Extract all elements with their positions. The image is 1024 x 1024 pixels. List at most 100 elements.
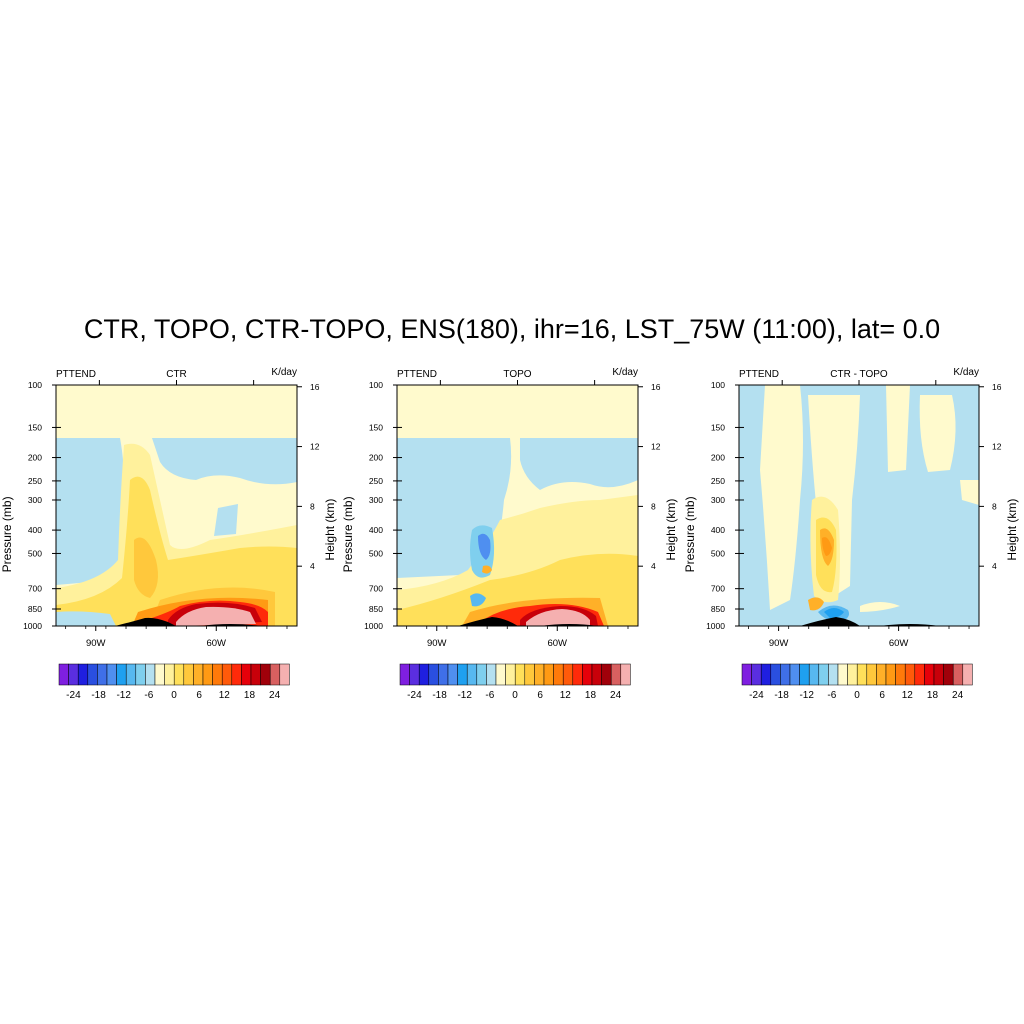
colorbar-swatch (866, 663, 877, 686)
field-warm-strip (808, 395, 860, 600)
colorbar-label: -6 (827, 690, 836, 701)
colorbar-swatch (962, 663, 973, 686)
x-tick-label: 60W (889, 638, 909, 649)
field-bg (397, 385, 638, 626)
colorbar-swatch (572, 663, 583, 686)
y2-tick-label: 16 (651, 382, 661, 392)
y-axis-title: Pressure (mb) (0, 496, 14, 572)
colorbar-swatch (145, 663, 156, 686)
y-tick-label: 700 (711, 584, 725, 594)
field-cool-region (214, 504, 238, 536)
field-surface-cool (56, 611, 116, 626)
field-hot-band (168, 602, 262, 626)
y2-tick-label: 16 (310, 382, 320, 392)
field-cool-region (520, 438, 638, 490)
field-warm-strip (919, 395, 956, 472)
colorbar-swatch (876, 663, 887, 686)
field-cool-cell (818, 605, 849, 622)
y2-tick-label: 8 (992, 501, 997, 511)
colorbar-swatch (789, 663, 800, 686)
colorbar-swatch (279, 663, 290, 686)
colorbar-swatch (933, 663, 944, 686)
field-bg (739, 385, 979, 626)
colorbar-swatch (514, 663, 526, 686)
colorbar-swatch (154, 663, 165, 686)
y2-tick-label: 16 (992, 382, 1002, 392)
y2-tick-label: 12 (310, 442, 320, 452)
y-tick-label: 400 (28, 525, 42, 535)
colorbar-label: 12 (219, 690, 231, 701)
y-tick-label: 500 (369, 548, 383, 558)
colorbar-swatch (828, 663, 839, 686)
colorbar-label: -18 (91, 690, 106, 701)
y-tick-label: 850 (28, 604, 42, 614)
colorbar-swatch (924, 663, 935, 686)
field-warm-cell (816, 517, 837, 593)
field-cool-cell (470, 525, 495, 578)
field-warm-cell (822, 537, 832, 556)
field-hot-band (140, 600, 268, 626)
x-tick-label: 60W (206, 638, 226, 649)
field-hot-band (132, 597, 268, 626)
contour-field-ctr (56, 385, 297, 626)
y-tick-label: 250 (711, 476, 725, 486)
colorbar-swatch (553, 663, 564, 686)
terrain-diff (800, 617, 940, 626)
y-tick-label: 500 (28, 548, 42, 558)
panel-topo: PTTEND TOPO K/day 100 150 200 250 300 400 500 700 8… (341, 367, 678, 701)
colorbar-swatch (582, 663, 593, 686)
colorbar-swatch (952, 663, 964, 686)
field-warm-cell (808, 597, 824, 611)
y-tick-label: 300 (369, 495, 383, 505)
colorbar-swatch (620, 663, 631, 686)
field-cool-cell (824, 608, 844, 618)
figure-title: CTR, TOPO, CTR-TOPO, ENS(180), ihr=16, L… (83, 314, 941, 344)
panel-left-label: PTTEND (397, 369, 437, 380)
terrain-topo (458, 617, 598, 626)
colorbar-label: 24 (952, 690, 964, 701)
colorbar-swatch (183, 663, 194, 686)
colorbar-swatch (428, 663, 439, 686)
top-ticks (781, 380, 937, 385)
colorbar-swatch (173, 663, 185, 686)
y-tick-label: 200 (711, 453, 725, 463)
colorbar-label: -18 (432, 690, 447, 701)
colorbar-swatch (418, 663, 430, 686)
y-tick-label: 300 (711, 495, 725, 505)
field-warm-cell (860, 602, 900, 612)
y-tick-label: 1000 (23, 621, 42, 631)
y-tick-label: 100 (711, 380, 725, 390)
field-cool-region (397, 438, 512, 578)
field-warm-strip (886, 385, 910, 472)
contour-field-diff (739, 385, 979, 626)
colorbar-label: 0 (171, 690, 177, 701)
colorbar-swatch (106, 663, 117, 686)
y2-tick-label: 4 (310, 561, 315, 571)
colorbar-label: 24 (610, 690, 622, 701)
y-tick-label: 400 (369, 525, 383, 535)
colorbar-swatch (751, 663, 762, 686)
colorbar-swatch (87, 663, 98, 686)
x-tick-label: 90W (86, 638, 106, 649)
colorbar-swatch (476, 663, 487, 686)
top-ticks (439, 380, 596, 385)
colorbar-swatch (241, 663, 252, 686)
colorbar-label: -6 (485, 690, 494, 701)
panel-center-label: CTR - TOPO (830, 369, 888, 380)
colorbar-label: -24 (407, 690, 422, 701)
colorbar-swatch (943, 663, 954, 686)
colorbar-swatch (193, 663, 204, 686)
colorbar-swatch (221, 663, 233, 686)
plot-frame (738, 384, 980, 627)
colorbar-label: 12 (560, 690, 572, 701)
colorbar-swatch (895, 663, 906, 686)
y-tick-label: 150 (369, 422, 383, 432)
colorbar-swatch (250, 663, 261, 686)
colorbar-swatch (116, 663, 127, 686)
panel-ctr: PTTEND CTR K/day 100 150 200 250 300 400 500 700 85… (0, 367, 337, 701)
field-cool-region (152, 438, 297, 485)
colorbar-label: 12 (902, 690, 914, 701)
colorbar-swatch (269, 663, 281, 686)
y2-tick-label: 4 (992, 561, 997, 571)
field-hot-band (526, 609, 590, 626)
